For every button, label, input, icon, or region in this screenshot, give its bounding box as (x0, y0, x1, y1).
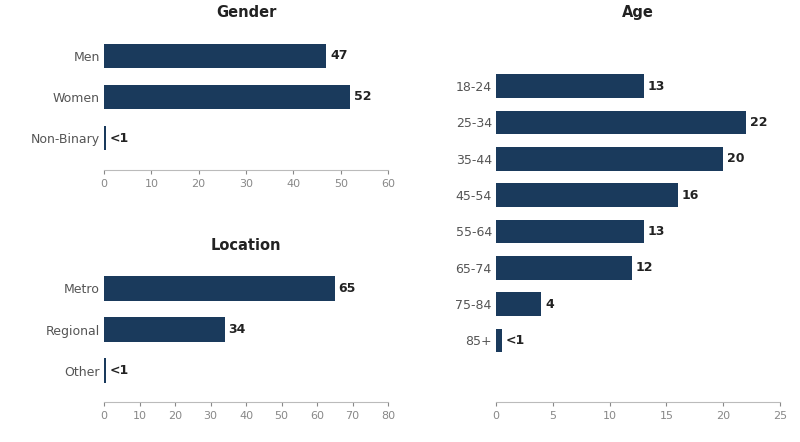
Bar (496, 256, 632, 279)
Bar (104, 85, 350, 109)
Title: Location: Location (210, 238, 282, 253)
Bar (496, 183, 678, 207)
Text: <1: <1 (506, 334, 525, 347)
Title: Gender: Gender (216, 5, 276, 20)
Text: 4: 4 (545, 297, 554, 311)
Text: 13: 13 (647, 80, 665, 93)
Text: 65: 65 (338, 282, 356, 295)
Text: <1: <1 (110, 132, 130, 145)
Text: 47: 47 (330, 50, 348, 62)
Bar (496, 220, 644, 243)
Bar (104, 358, 106, 383)
Title: Age: Age (622, 5, 654, 20)
Bar (104, 317, 225, 342)
Bar (496, 292, 542, 316)
Text: 12: 12 (636, 261, 654, 274)
Text: 16: 16 (682, 189, 699, 202)
Text: 22: 22 (750, 116, 767, 129)
Text: <1: <1 (110, 364, 129, 377)
Bar (104, 44, 326, 68)
Bar (496, 110, 746, 134)
Text: 20: 20 (727, 152, 744, 165)
Bar (104, 276, 334, 301)
Bar (104, 126, 106, 150)
Bar (496, 147, 723, 171)
Text: 52: 52 (354, 91, 371, 103)
Bar (496, 328, 502, 352)
Bar (496, 74, 644, 98)
Text: 34: 34 (229, 323, 246, 336)
Text: 13: 13 (647, 225, 665, 238)
